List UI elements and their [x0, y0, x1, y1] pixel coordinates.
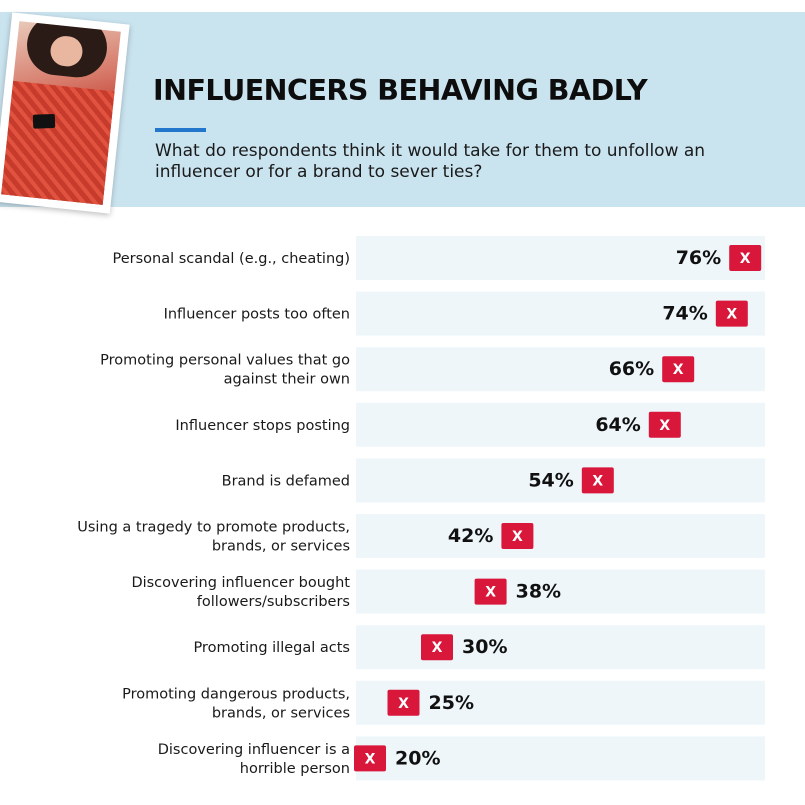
marker-box — [715, 300, 748, 327]
category-label: Discovering influencer bought — [131, 575, 350, 591]
x-mark-icon: X — [474, 578, 507, 605]
row-background — [356, 569, 765, 614]
category-label: Influencer posts too often — [164, 307, 350, 323]
row-background — [356, 236, 765, 280]
category-label: Promoting illegal acts — [193, 640, 350, 656]
x-mark-icon: X — [387, 689, 420, 716]
value-label: 64% — [595, 414, 640, 436]
marker-letter: X — [485, 585, 496, 601]
phone-icon — [32, 113, 56, 129]
category-label: Promoting personal values that go — [100, 353, 350, 369]
row-background — [356, 291, 765, 336]
marker-letter: X — [432, 640, 443, 656]
value-label: 30% — [462, 636, 507, 658]
marker-letter: X — [673, 362, 684, 378]
row-background — [356, 458, 765, 503]
category-label: Promoting dangerous products, — [122, 686, 350, 702]
x-mark-icon: X — [648, 411, 681, 438]
marker-letter: X — [592, 473, 603, 489]
category-label: brands, or services — [212, 539, 350, 555]
marker-box — [662, 356, 695, 383]
x-mark-icon: X — [501, 523, 534, 549]
value-label: 25% — [429, 692, 474, 714]
marker-letter: X — [398, 696, 409, 712]
row-background — [356, 514, 765, 558]
x-mark-icon: X — [581, 467, 614, 494]
row-background — [356, 402, 765, 447]
marker-box — [354, 745, 386, 772]
row-background — [356, 347, 765, 392]
marker-letter: X — [659, 418, 670, 434]
category-label: Using a tragedy to promote products, — [77, 520, 350, 536]
x-mark-icon: X — [715, 300, 748, 327]
marker-box — [387, 689, 420, 716]
page-subtitle: What do respondents think it would take … — [155, 141, 706, 182]
marker-letter: X — [726, 307, 737, 323]
marker-letter: X — [365, 751, 376, 767]
value-label: 20% — [395, 747, 440, 769]
marker-letter: X — [740, 251, 751, 267]
marker-box — [729, 245, 762, 271]
category-label: Personal scandal (e.g., cheating) — [112, 251, 350, 267]
row-background — [356, 625, 765, 670]
marker-box — [648, 411, 681, 438]
header-band — [0, 12, 805, 207]
photo-image — [1, 21, 121, 205]
category-label: Brand is defamed — [222, 473, 350, 489]
row-background — [356, 736, 765, 781]
title-accent-rule — [155, 128, 206, 132]
category-label: followers/subscribers — [197, 594, 350, 610]
x-mark-icon: X — [421, 634, 453, 661]
value-label: 74% — [662, 303, 707, 325]
marker-box — [581, 467, 614, 494]
x-mark-icon: X — [662, 356, 695, 383]
marker-box — [501, 523, 534, 549]
marker-box — [421, 634, 453, 661]
category-label: Influencer stops posting — [175, 418, 350, 434]
dot-chart: Personal scandal (e.g., cheating) X 76% Inf… — [77, 236, 765, 781]
value-label: 66% — [609, 358, 654, 380]
category-label: against their own — [224, 372, 350, 388]
value-label: 76% — [676, 247, 721, 269]
category-label: brands, or services — [212, 705, 350, 721]
x-mark-icon: X — [729, 245, 762, 271]
category-label: Discovering influencer is a — [158, 742, 350, 758]
value-label: 42% — [448, 525, 493, 547]
row-background — [356, 680, 765, 725]
value-label: 38% — [516, 581, 561, 603]
photo-coat — [1, 80, 121, 205]
x-mark-icon: X — [354, 745, 386, 772]
marker-box — [474, 578, 507, 605]
marker-letter: X — [512, 529, 523, 545]
category-label: horrible person — [240, 761, 350, 777]
page-title: INFLUENCERS BEHAVING BADLY — [153, 74, 648, 107]
influencer-photo — [0, 12, 130, 214]
value-label: 54% — [528, 469, 573, 491]
